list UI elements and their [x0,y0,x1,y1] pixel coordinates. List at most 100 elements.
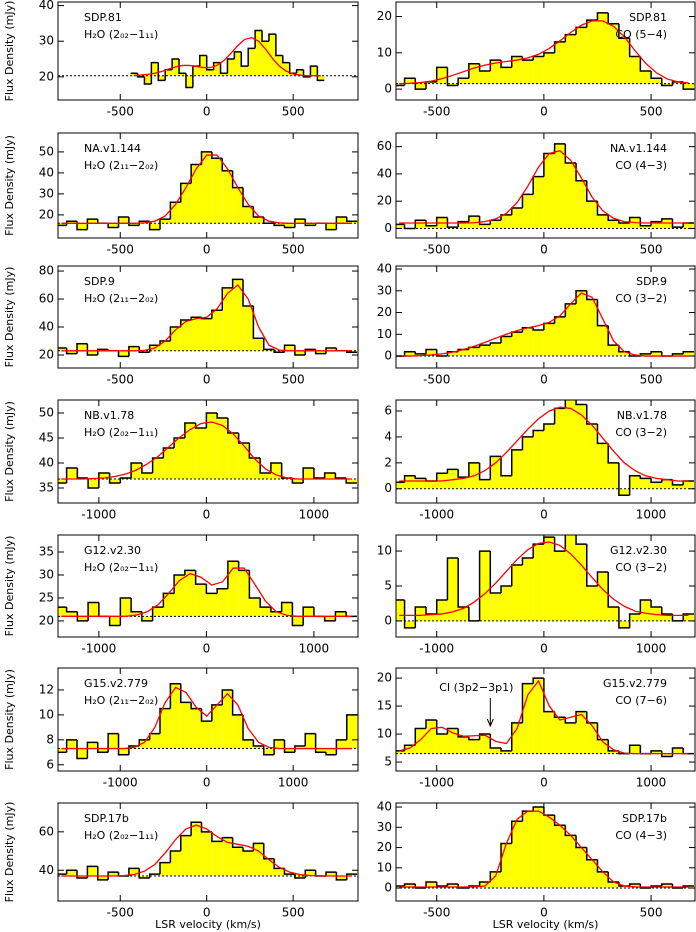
bin-step [435,349,448,357]
bin-step [346,217,358,222]
bin-fill [192,66,200,76]
bin-fill [180,702,192,749]
bin-step [242,279,254,307]
bin-fill [108,223,119,228]
axes-frame [57,802,359,902]
bin-step [500,585,512,593]
bin-fill [458,736,469,754]
bin-step [151,606,164,621]
bin-step [403,224,416,230]
y-tick-label: 50 [39,406,54,420]
bin-fill [243,851,254,877]
y-tick-label: 30 [39,186,54,200]
bin-step [650,599,662,608]
axes-frame [57,132,359,239]
line-name: H₂O (2₀₂−1₁₁) [84,28,158,41]
bin-step [575,400,587,406]
bin-step [107,223,119,229]
bin-fill [180,835,192,877]
bin-step [231,837,244,848]
x-tick-label: 500 [640,373,663,387]
bin-step [148,873,161,878]
bin-fill [640,353,652,357]
bin-fill [618,223,630,229]
source-name: SDP.81 [84,11,122,24]
bin-fill [118,350,129,357]
bin-step [138,220,150,226]
bin-step [586,404,598,425]
bin-step [596,859,609,873]
bin-step [661,606,673,615]
y-tick-label: 40 [39,456,54,470]
bin-fill [672,484,684,489]
x-tick-label: -500 [423,373,450,387]
bin-fill [174,574,185,617]
bin-step [171,58,180,70]
bin-step [199,54,207,67]
x-tick-label: -1000 [103,776,138,790]
y-tick-label: 0 [384,613,392,627]
bin-step [242,847,254,852]
bin-step [586,847,598,861]
bin-fill [222,170,233,224]
bin-step [119,477,132,483]
bin-fill [447,83,459,86]
y-tick-label: 20 [377,840,392,854]
bin-fill [58,347,67,351]
bin-step [532,543,544,559]
fit-curve [61,421,352,480]
bin-fill [533,329,544,357]
bin-step [117,216,129,228]
x-tick-label: 0 [540,508,548,522]
bin-step [108,473,121,484]
x-tick-label: 0 [203,508,211,522]
bin-fill [346,714,358,749]
x-tick-label: 1000 [299,508,330,522]
x-tick-label: 500 [282,906,305,920]
bin-fill [324,473,336,479]
bin-fill [522,194,534,229]
bin-step [596,571,609,586]
panel: -500 0 500 20 30 40 SDP.81 H₂O (2₀₂−1₁₁) Flux De… [3,0,359,119]
bin-step [283,225,295,229]
bin-fill [58,223,67,226]
x-tick-label: -500 [423,243,450,257]
x-tick-label: -1000 [81,642,116,656]
bin-step [618,220,630,224]
bin-step [650,70,662,79]
bin-step [294,874,306,879]
bin-fill [458,349,469,357]
bin-step [489,59,502,71]
line-name: CO (3−2) [615,426,667,439]
plot-area [58,560,358,627]
bin-step [200,151,212,165]
bin-fill [458,78,469,84]
bin-fill [501,750,512,754]
bin-step [283,739,295,754]
bin-step [185,73,193,89]
bin-step [313,607,325,618]
bin-fill [543,815,555,889]
y-tick-label: 40 [39,863,54,877]
bin-step [414,351,427,355]
y-tick-label: 0 [384,481,392,495]
bin-fill [447,728,459,754]
panel: -1000 0 1000 0 2 4 6 NB.v1.78 CO (3−2) [384,399,696,522]
bin-fill [597,12,609,84]
bin-fill [651,221,662,229]
bin-fill [326,223,337,230]
y-tick-label: 6 [46,757,54,771]
bin-fill [468,739,480,754]
bin-fill [683,351,694,357]
source-name: G15.v2.779 [603,677,667,690]
bin-fill [683,886,694,889]
bin-step [586,711,598,724]
bin-fill [160,708,171,749]
panel: -1000 0 1000 6 8 10 12 G15.v2.779 H₂O (2₁₁−2₀₂) F… [3,667,359,790]
bin-step [553,41,566,53]
bin-fill [268,34,276,76]
source-name: NA.v1.144 [84,142,141,155]
bin-step [150,61,159,84]
bin-fill [597,325,609,357]
bin-step [639,56,652,72]
